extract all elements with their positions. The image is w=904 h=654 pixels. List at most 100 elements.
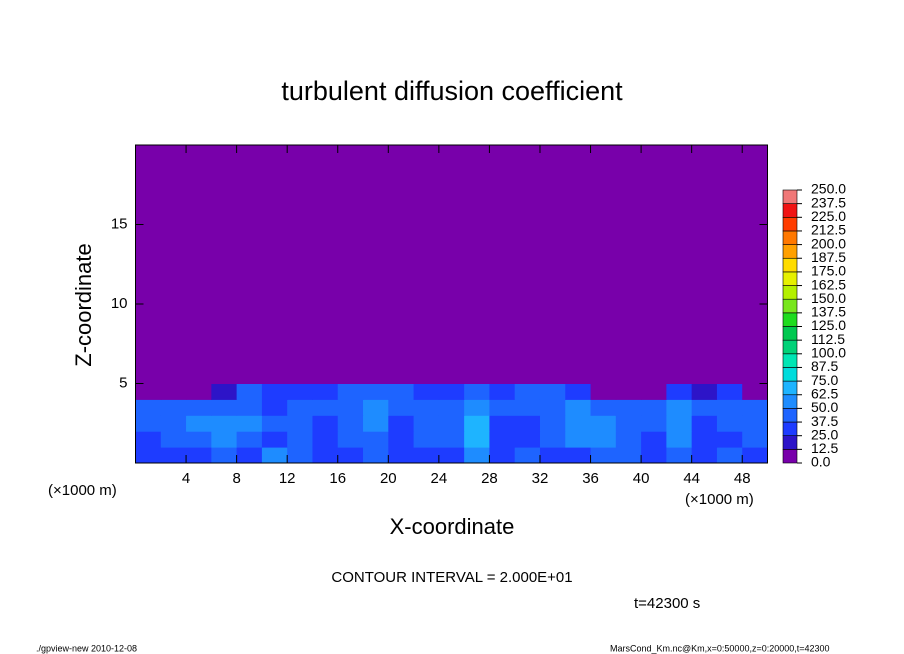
contour-cell <box>312 447 339 464</box>
contour-cell <box>261 399 288 416</box>
contour-cell <box>135 399 162 416</box>
contour-cell <box>565 399 592 416</box>
contour-cell <box>261 415 288 432</box>
contour-cell <box>590 383 617 400</box>
contour-cell <box>691 145 718 384</box>
contour-cell <box>464 415 490 432</box>
colorbar-label: 125.0 <box>811 317 846 333</box>
contour-cell <box>236 399 263 416</box>
x-tick-label: 20 <box>380 470 397 487</box>
contour-cell <box>287 431 313 448</box>
contour-cell <box>438 145 465 384</box>
contour-cell <box>186 399 212 416</box>
colorbar-swatch <box>782 421 798 436</box>
contour-cell <box>691 415 718 432</box>
colorbar-swatch <box>782 189 798 204</box>
colorbar-label: 162.5 <box>811 276 846 292</box>
contour-cell <box>160 145 187 384</box>
contour-cell <box>413 383 440 400</box>
contour-cell <box>641 145 667 384</box>
contour-cell <box>337 383 364 400</box>
contour-cell <box>716 447 743 464</box>
contour-cell <box>135 415 162 432</box>
contour-cell <box>691 399 718 416</box>
contour-cell <box>413 145 440 384</box>
contour-cell <box>438 447 465 464</box>
colorbar-swatch <box>782 244 798 259</box>
contour-cell <box>489 447 516 464</box>
contour-cell <box>236 415 263 432</box>
contour-cell <box>363 399 389 416</box>
contour-cell <box>160 447 187 464</box>
contour-cell <box>413 431 440 448</box>
x-unit: (×1000 m) <box>685 491 754 508</box>
contour-cell <box>236 145 263 384</box>
contour-cell <box>211 415 238 432</box>
y-tick-label: 5 <box>119 374 127 391</box>
colorbar-label: 12.5 <box>811 440 838 456</box>
contour-cell <box>615 145 642 384</box>
contour-cell <box>716 145 743 384</box>
contour-cell <box>135 447 162 464</box>
colorbar-swatch <box>782 435 798 450</box>
contour-cell <box>742 431 768 448</box>
contour-cell <box>211 145 238 384</box>
contour-cell <box>236 383 263 400</box>
contour-cell <box>135 431 162 448</box>
contour-cell <box>489 415 516 432</box>
contour-cell <box>363 447 389 464</box>
contour-cell <box>615 431 642 448</box>
contour-cell <box>514 431 541 448</box>
contour-cell <box>641 447 667 464</box>
contour-cell <box>565 383 592 400</box>
colorbar-swatch <box>782 271 798 286</box>
contour-cell <box>211 399 238 416</box>
contour-cell <box>160 399 187 416</box>
contour-cell <box>261 145 288 384</box>
x-tick-label: 44 <box>683 470 700 487</box>
colorbar-label: 212.5 <box>811 222 846 238</box>
contour-cell <box>742 145 768 384</box>
contour-cell <box>337 431 364 448</box>
colorbar-swatch <box>782 380 798 396</box>
contour-interval: CONTOUR INTERVAL = 2.000E+01 <box>331 569 572 586</box>
contour-cell <box>615 447 642 464</box>
contour-cell <box>261 383 288 400</box>
contour-cell <box>413 399 440 416</box>
contour-cell <box>438 431 465 448</box>
colorbar-swatch <box>782 367 798 382</box>
y-axis-label: Z-coordinate <box>71 243 96 367</box>
contour-cell <box>742 399 768 416</box>
contour-cell <box>716 399 743 416</box>
contour-cell <box>413 447 440 464</box>
contour-cell <box>590 145 617 384</box>
contour-cell <box>211 383 238 400</box>
contour-cell <box>337 145 364 384</box>
colorbar-swatch <box>782 339 798 355</box>
colorbar-label: 175.0 <box>811 263 846 279</box>
x-tick-label: 12 <box>279 470 296 487</box>
contour-cell <box>287 145 313 384</box>
colorbar-label: 100.0 <box>811 345 846 361</box>
contour-cell <box>539 415 566 432</box>
contour-cell <box>565 447 592 464</box>
contour-cell <box>590 415 617 432</box>
colorbar-swatch <box>782 257 798 273</box>
contour-cell <box>742 415 768 432</box>
contour-cell <box>691 431 718 448</box>
contour-cell <box>236 431 263 448</box>
x-axis-label: X-coordinate <box>390 514 515 539</box>
contour-cell <box>160 383 187 400</box>
contour-cell <box>287 415 313 432</box>
contour-cell <box>388 383 415 400</box>
contour-cell <box>312 145 339 384</box>
contour-cell <box>211 431 238 448</box>
contour-cell <box>615 383 642 400</box>
contour-cell <box>388 447 415 464</box>
contour-cell <box>590 431 617 448</box>
contour-cell <box>514 447 541 464</box>
contour-cell <box>464 399 490 416</box>
contour-cell <box>539 145 566 384</box>
x-tick-label: 32 <box>532 470 549 487</box>
contour-cell <box>691 383 718 400</box>
